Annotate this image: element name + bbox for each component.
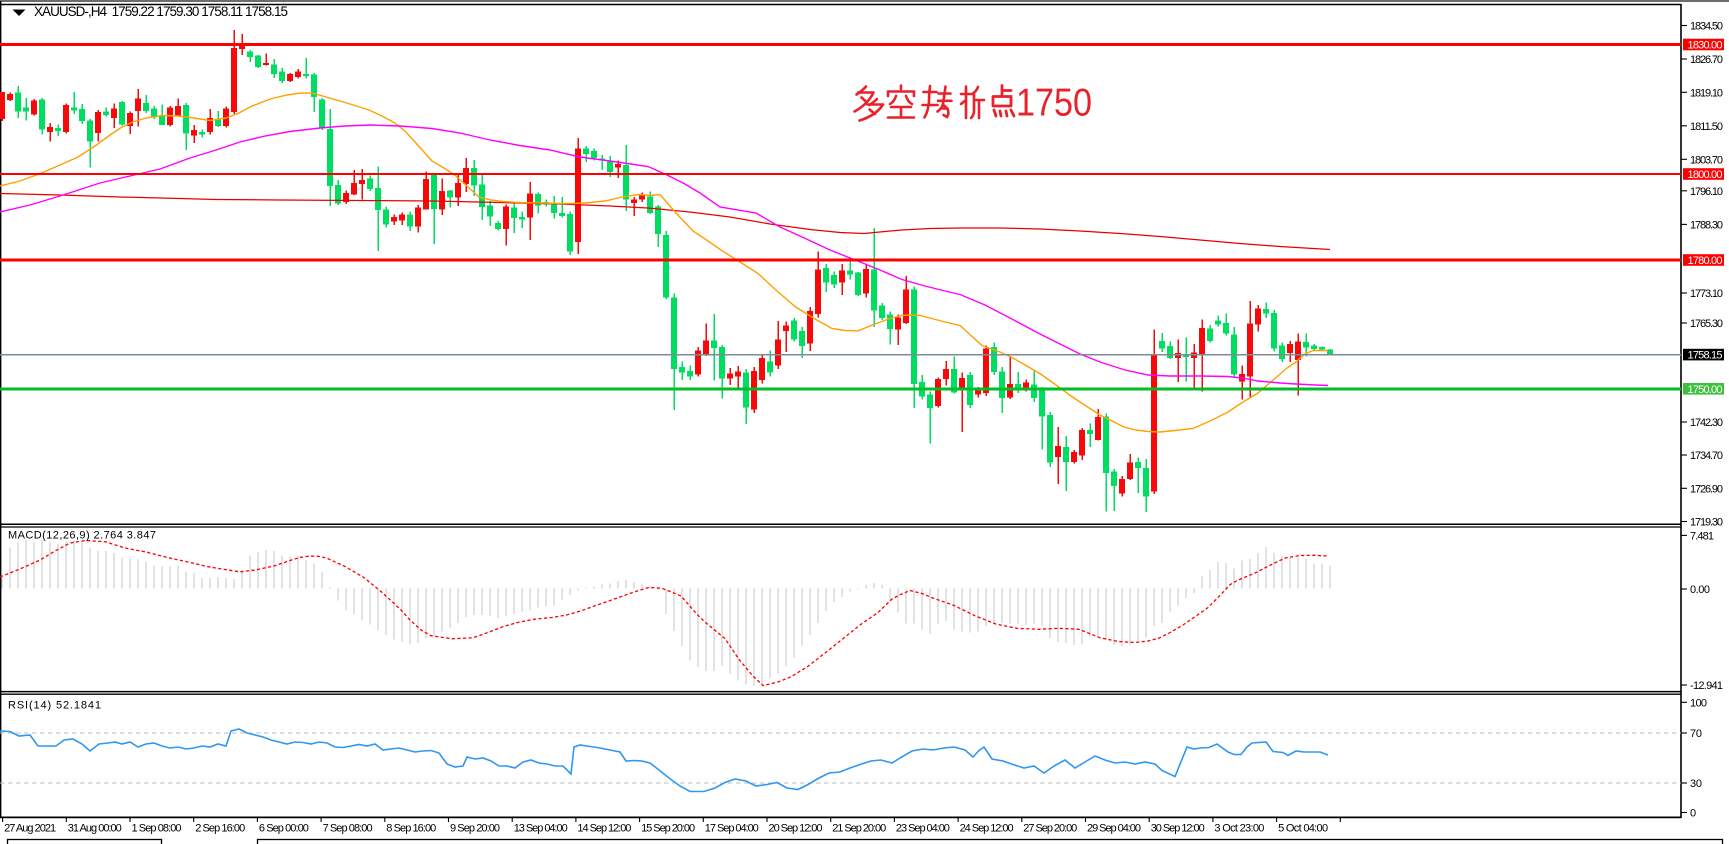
svg-text:1758.15: 1758.15 <box>1688 350 1723 362</box>
svg-text:1726.90: 1726.90 <box>1690 483 1723 495</box>
svg-text:29 Sep 04:00: 29 Sep 04:00 <box>1087 823 1141 835</box>
svg-text:1803.70: 1803.70 <box>1690 154 1723 166</box>
svg-text:XAUUSD-,H4 1759.22 1759.30 17: XAUUSD-,H4 1759.22 1759.30 1758.11 1758.… <box>34 4 288 19</box>
svg-text:9 Sep 20:00: 9 Sep 20:00 <box>450 823 500 835</box>
svg-text:-12.941: -12.941 <box>1690 680 1723 692</box>
svg-text:1826.70: 1826.70 <box>1690 54 1723 66</box>
svg-text:13 Sep 04:00: 13 Sep 04:00 <box>514 823 568 835</box>
svg-text:RSI(14) 52.1841: RSI(14) 52.1841 <box>8 700 101 712</box>
svg-text:31 Aug 00:00: 31 Aug 00:00 <box>68 823 122 835</box>
svg-text:1750.00: 1750.00 <box>1688 384 1723 396</box>
svg-text:1800.00: 1800.00 <box>1688 169 1723 181</box>
svg-text:0.00: 0.00 <box>1690 584 1710 596</box>
svg-text:1788.30: 1788.30 <box>1690 219 1723 231</box>
svg-text:70: 70 <box>1690 728 1702 740</box>
svg-text:100: 100 <box>1690 697 1707 709</box>
svg-text:30: 30 <box>1690 778 1702 790</box>
svg-text:17 Sep 04:00: 17 Sep 04:00 <box>705 823 759 835</box>
svg-text:14 Sep 12:00: 14 Sep 12:00 <box>577 823 631 835</box>
svg-text:1750: 1750 <box>1016 82 1092 125</box>
svg-text:1719.30: 1719.30 <box>1690 517 1723 529</box>
svg-text:7.481: 7.481 <box>1690 530 1714 542</box>
svg-text:0: 0 <box>1690 808 1696 820</box>
svg-text:30 Sep 12:00: 30 Sep 12:00 <box>1151 823 1205 835</box>
svg-text:23 Sep 04:00: 23 Sep 04:00 <box>896 823 950 835</box>
svg-text:27 Aug 2021: 27 Aug 2021 <box>4 823 56 835</box>
svg-text:1 Sep 08:00: 1 Sep 08:00 <box>132 823 182 835</box>
svg-text:1819.10: 1819.10 <box>1690 87 1723 99</box>
svg-text:6 Sep 00:00: 6 Sep 00:00 <box>259 823 309 835</box>
svg-text:1811.50: 1811.50 <box>1690 121 1723 133</box>
svg-text:3 Oct 23:00: 3 Oct 23:00 <box>1214 823 1264 835</box>
svg-text:15 Sep 20:00: 15 Sep 20:00 <box>641 823 695 835</box>
svg-text:24 Sep 12:00: 24 Sep 12:00 <box>960 823 1014 835</box>
svg-text:8 Sep 16:00: 8 Sep 16:00 <box>386 823 436 835</box>
svg-text:5 Oct 04:00: 5 Oct 04:00 <box>1278 823 1328 835</box>
svg-text:1830.00: 1830.00 <box>1688 40 1723 52</box>
svg-text:1773.10: 1773.10 <box>1690 288 1723 300</box>
svg-text:1742.30: 1742.30 <box>1690 417 1723 429</box>
svg-text:1765.30: 1765.30 <box>1690 318 1723 330</box>
svg-text:1796.10: 1796.10 <box>1690 186 1723 198</box>
svg-text:2 Sep 16:00: 2 Sep 16:00 <box>195 823 245 835</box>
svg-text:1780.00: 1780.00 <box>1688 255 1723 267</box>
svg-text:27 Sep 20:00: 27 Sep 20:00 <box>1023 823 1077 835</box>
svg-text:1734.70: 1734.70 <box>1690 450 1723 462</box>
svg-text:21 Sep 20:00: 21 Sep 20:00 <box>832 823 886 835</box>
svg-text:7 Sep 08:00: 7 Sep 08:00 <box>323 823 373 835</box>
svg-text:20 Sep 12:00: 20 Sep 12:00 <box>769 823 823 835</box>
svg-text:1834.50: 1834.50 <box>1690 21 1723 33</box>
svg-text:MACD(12,26,9) 2.764 3.847: MACD(12,26,9) 2.764 3.847 <box>8 530 156 542</box>
